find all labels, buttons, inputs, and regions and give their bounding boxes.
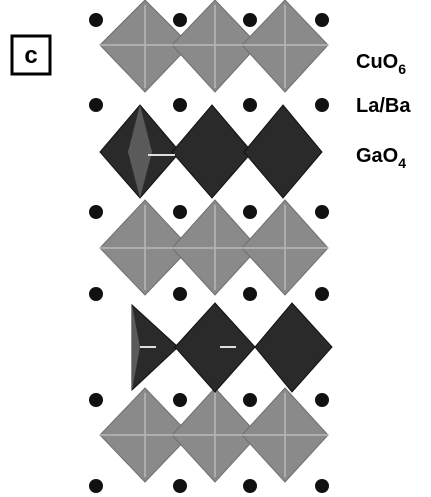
gao4-row [100,105,322,198]
label-subscript: 4 [398,155,406,171]
legend-label: CuO6 [356,51,406,77]
cuo6-row [100,0,328,92]
label-base: La/Ba [356,95,411,117]
legend-label: GaO4 [356,145,406,171]
label-subscript: 6 [398,61,406,77]
cuo6-row [100,200,328,295]
structure-diagram: c CuO6 La/Ba GaO4 [0,0,431,497]
label-base: GaO [356,145,398,167]
label-base: CuO [356,51,398,73]
legend-label: La/Ba [356,95,411,117]
gao4-row [132,303,332,392]
panel-label: c [24,42,37,69]
cuo6-row [100,388,328,482]
